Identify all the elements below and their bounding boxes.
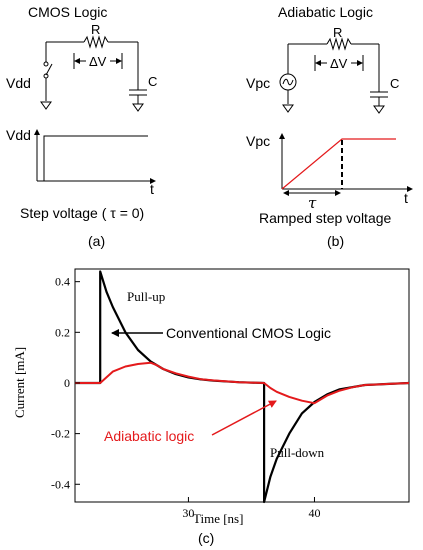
step-plot: Vdd t (6, 127, 156, 197)
annotation-pull-up: Pull-up (127, 289, 165, 304)
y-tick-label: 0 (64, 376, 70, 390)
annotation-adiabatic: Adiabatic logic (104, 428, 194, 444)
y-tick-label: -0.2 (51, 427, 70, 441)
x-tick-label: 40 (308, 506, 320, 520)
annotation-cmos: Conventional CMOS Logic (166, 325, 331, 341)
panel-b-tag: (b) (327, 233, 344, 249)
chart-layer: 0.4 0.2 0 -0.2 -0.4 30 40 (51, 270, 410, 520)
delta-v-label: ΔV (89, 54, 107, 69)
panel-a-tag: (a) (88, 233, 105, 249)
ground-icon (40, 101, 52, 110)
ramp-voltage-trace (281, 138, 396, 190)
resistor-icon (326, 37, 352, 51)
panel-c-tag: (c) (198, 530, 214, 546)
panel-b: Adiabatic Logic R ΔV C Vpc (246, 4, 413, 249)
capacitor-label: C (148, 74, 157, 89)
x-axis-label: Time [ns] (193, 511, 243, 526)
source-label: Vpc (246, 75, 270, 91)
switch-icon (45, 63, 53, 76)
resistor-icon (83, 35, 109, 49)
panel-c: 0.4 0.2 0 -0.2 -0.4 30 40 Current [mA] Time [n… (12, 268, 410, 546)
panel-a-title: CMOS Logic (28, 4, 107, 20)
y-tick-label: 0.4 (55, 275, 70, 289)
ramp-axis-x-label: t (404, 190, 408, 206)
y-tick-label: 0.2 (55, 325, 70, 339)
y-axis-label: Current [mA] (12, 347, 27, 418)
delta-v-label: ΔV (330, 56, 348, 71)
resistor-label: R (91, 22, 100, 37)
plot-frame (74, 268, 410, 503)
ramp-plot: τ Vpc t (246, 133, 413, 212)
step-axis-y-label: Vdd (6, 127, 31, 143)
cmos-circuit (43, 35, 147, 104)
ground-icon (282, 104, 294, 113)
panel-b-title: Adiabatic Logic (278, 4, 373, 20)
annotation-pull-down: Pull-down (270, 445, 325, 460)
x-tick-label: 30 (182, 506, 194, 520)
series-line-1 (75, 361, 410, 405)
step-voltage-trace (43, 135, 148, 181)
tau-label: τ (308, 194, 317, 212)
resistor-label: R (333, 25, 342, 40)
adiabatic-circuit (279, 37, 388, 106)
step-caption: Step voltage ( τ = 0) (20, 205, 144, 221)
adiabatic-annotation-arrow (211, 400, 277, 436)
panel-a: CMOS Logic R ΔV (6, 4, 157, 249)
ramp-caption: Ramped step voltage (259, 210, 392, 226)
ramp-axis-y-label: Vpc (246, 133, 270, 149)
step-axis-x-label: t (150, 181, 154, 197)
source-label: Vdd (6, 75, 31, 91)
ground-icon (373, 105, 385, 114)
capacitor-label: C (390, 76, 399, 91)
ground-icon (132, 103, 144, 112)
y-tick-label: -0.4 (51, 477, 70, 491)
